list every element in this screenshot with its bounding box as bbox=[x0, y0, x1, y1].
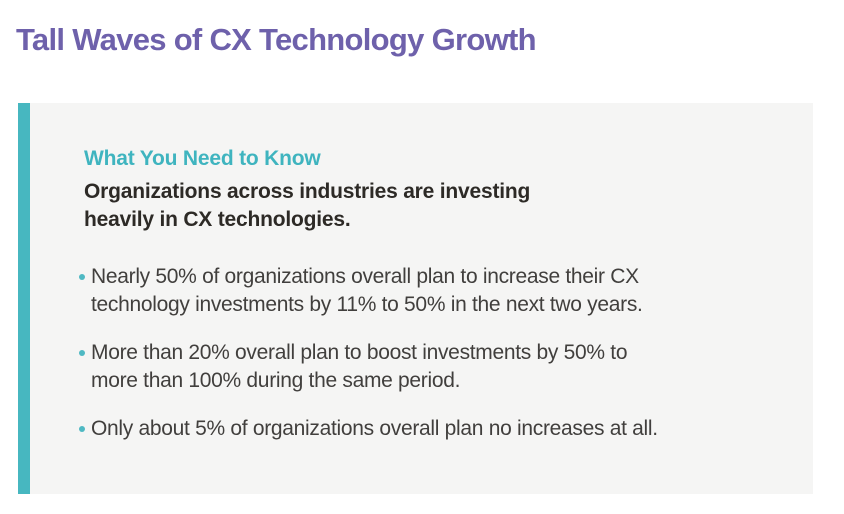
bullet-dot-icon bbox=[79, 426, 85, 432]
page-title: Tall Waves of CX Technology Growth bbox=[16, 22, 537, 57]
bullet-text: More than 20% overall plan to boost inve… bbox=[91, 341, 628, 392]
list-item: Only about 5% of organizations overall p… bbox=[79, 415, 757, 443]
list-item: Nearly 50% of organizations overall plan… bbox=[79, 263, 757, 319]
card-heading: What You Need to Know bbox=[84, 147, 321, 170]
bullet-list: Nearly 50% of organizations overall plan… bbox=[79, 263, 757, 443]
bullet-text: Nearly 50% of organizations overall plan… bbox=[91, 265, 643, 316]
bullet-dot-icon bbox=[79, 274, 85, 280]
list-item: More than 20% overall plan to boost inve… bbox=[79, 339, 757, 395]
callout-card: What You Need to Know Organizations acro… bbox=[18, 103, 813, 494]
bullet-text: Only about 5% of organizations overall p… bbox=[91, 417, 658, 440]
card-intro-text: Organizations across industries are inve… bbox=[84, 180, 531, 231]
bullet-dot-icon bbox=[79, 350, 85, 356]
card-content: What You Need to Know Organizations acro… bbox=[30, 103, 813, 443]
